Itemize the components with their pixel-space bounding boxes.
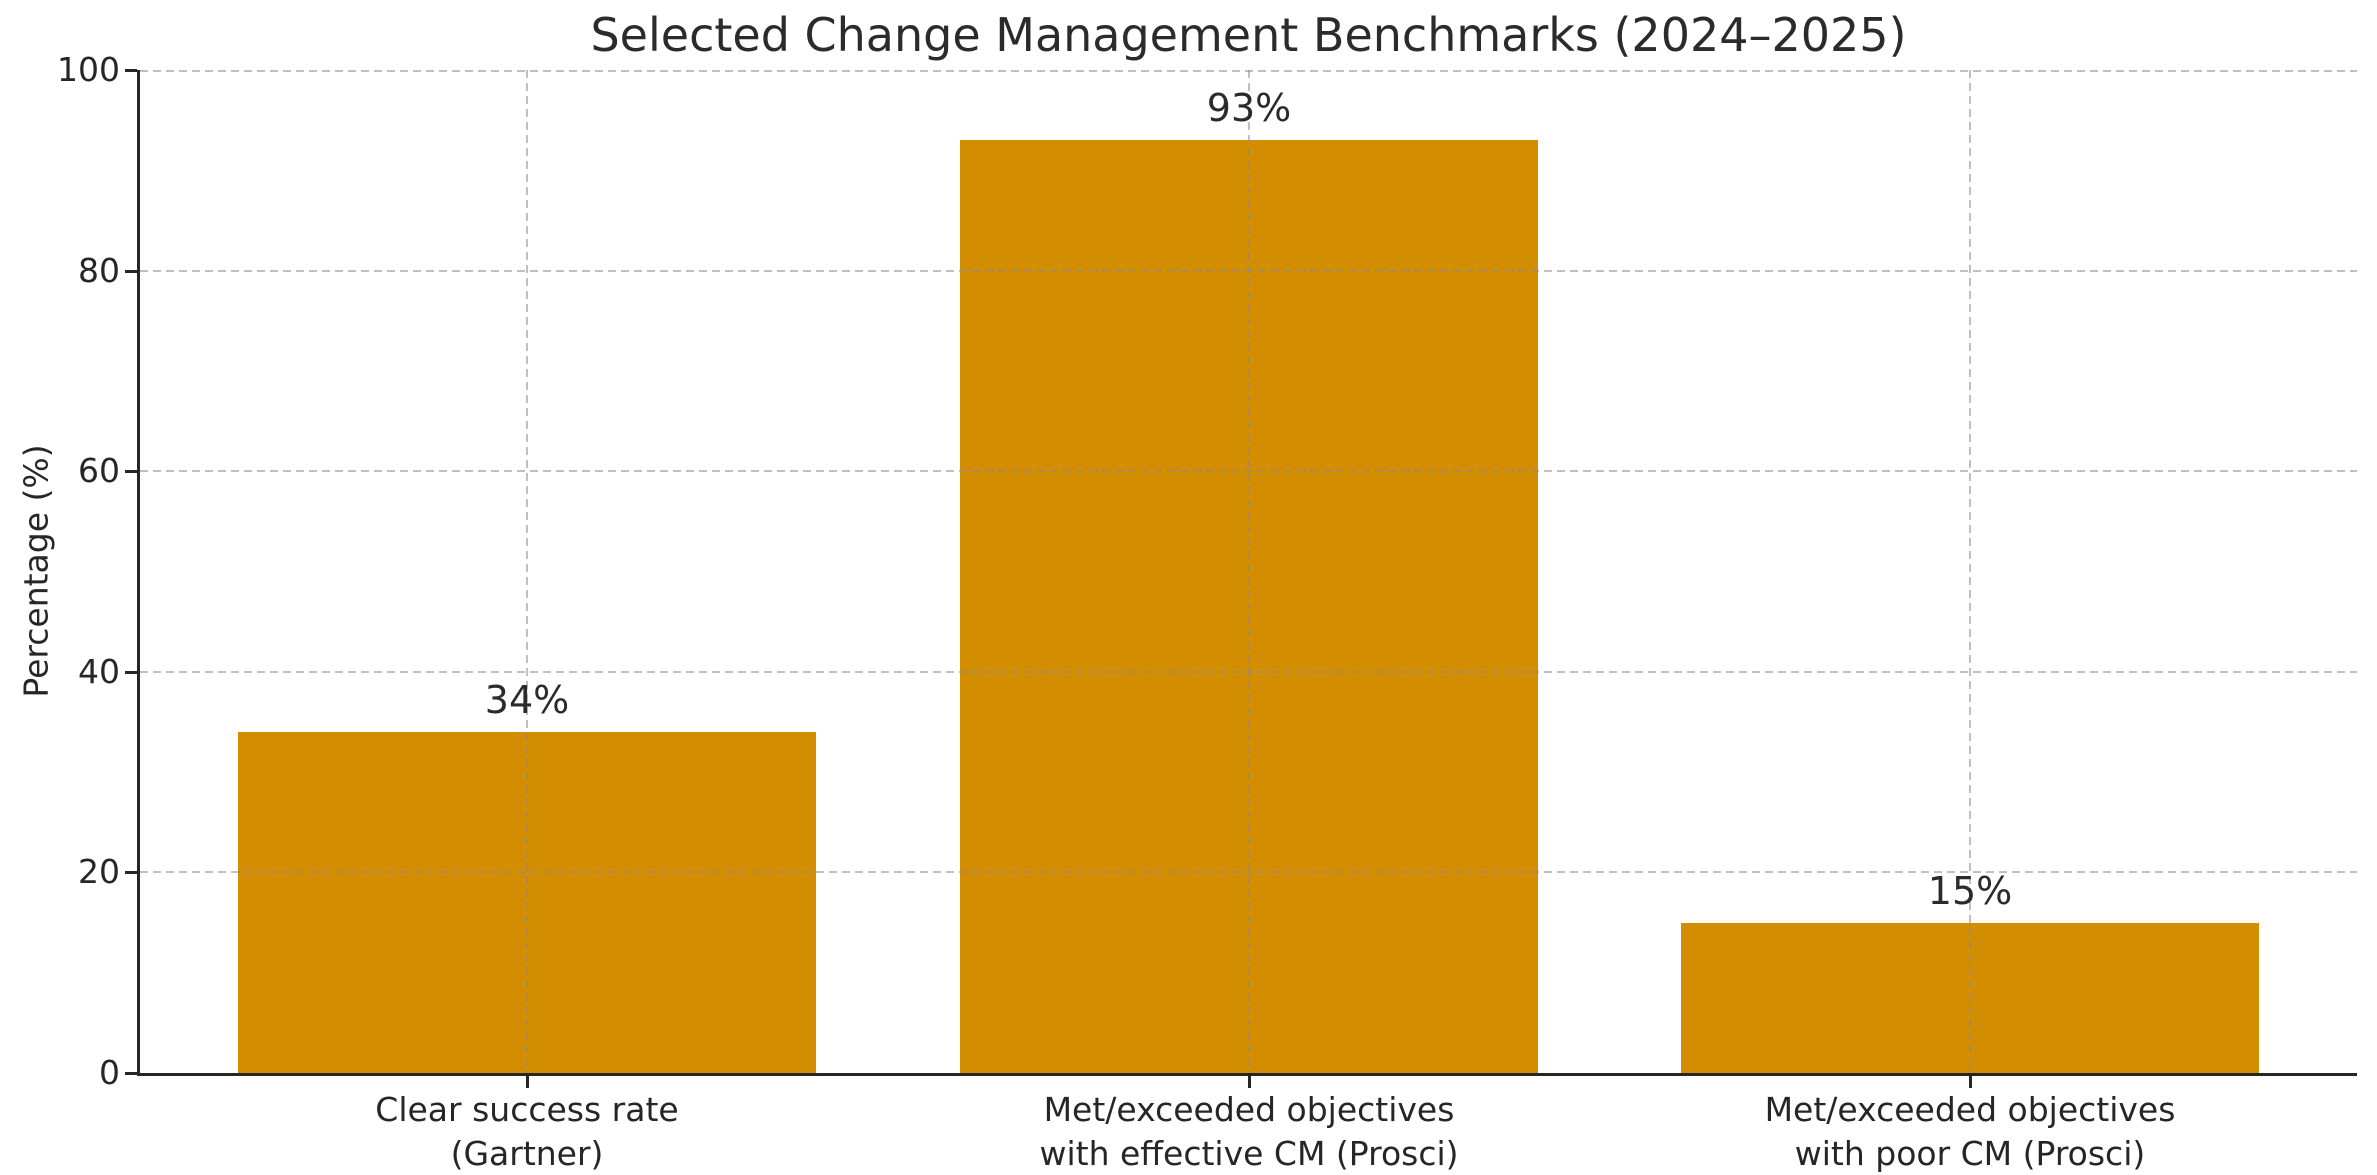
x-tick-mark [1969, 1076, 1972, 1088]
y-tick-mark [125, 69, 137, 72]
chart-title: Selected Change Management Benchmarks (2… [590, 8, 1907, 62]
y-tick-mark [125, 671, 137, 674]
y-tick-label: 40 [78, 652, 120, 691]
gridline-v [526, 70, 528, 1073]
x-tick-mark [1248, 1076, 1251, 1088]
gridline-h [140, 270, 2357, 272]
y-tick-label: 60 [78, 451, 120, 490]
gridline-h [140, 470, 2357, 472]
x-tick-mark [526, 1076, 529, 1088]
gridline-v [1969, 70, 1971, 1073]
y-tick-label: 80 [78, 251, 120, 290]
x-tick-label: Met/exceeded objectives with poor CM (Pr… [1764, 1090, 2176, 1173]
bar-value-label: 34% [484, 678, 570, 722]
y-tick-label: 100 [57, 50, 120, 89]
x-tick-label: Met/exceeded objectives with effective C… [1039, 1090, 1459, 1173]
gridline-h [140, 671, 2357, 673]
gridline-v [1248, 70, 1250, 1073]
x-tick-label: Clear success rate (Gartner) [375, 1090, 679, 1173]
y-tick-label: 0 [99, 1053, 120, 1092]
gridline-h [140, 871, 2357, 873]
x-axis-line [137, 1073, 2357, 1076]
y-tick-label: 20 [78, 852, 120, 891]
y-tick-mark [125, 270, 137, 273]
plot-area [140, 70, 2357, 1073]
bar-value-label: 15% [1927, 869, 2013, 913]
y-tick-mark [125, 470, 137, 473]
y-tick-mark [125, 871, 137, 874]
gridline-h [140, 70, 2357, 72]
y-axis-line [137, 70, 140, 1076]
y-tick-mark [125, 1072, 137, 1075]
bar-value-label: 93% [1206, 86, 1292, 130]
